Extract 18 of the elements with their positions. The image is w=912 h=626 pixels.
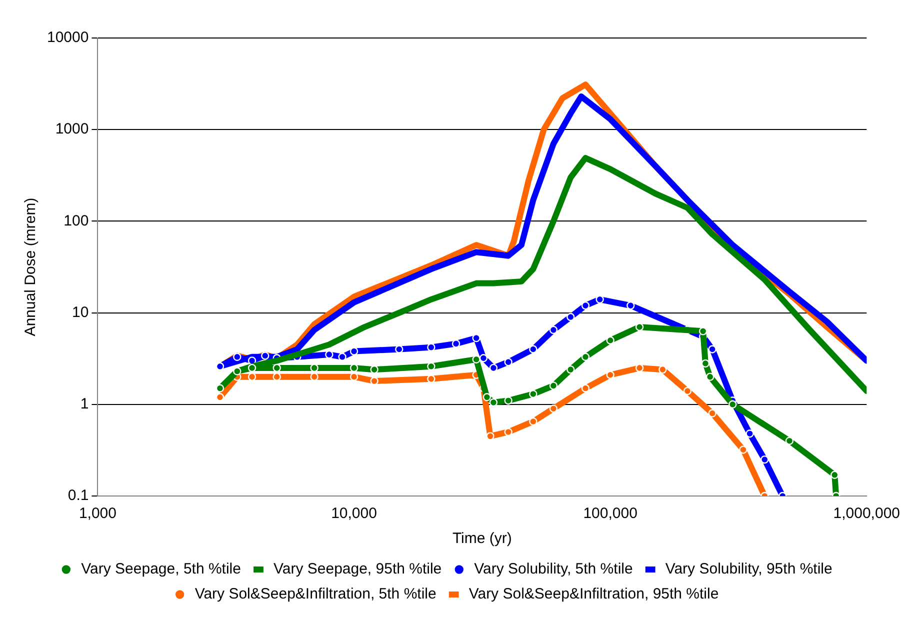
y-tick-label: 10000	[46, 29, 89, 46]
legend-label: Vary Solubility, 95th %tile	[665, 560, 832, 578]
legend-label: Vary Sol&Seep&Infiltration, 95th %tile	[468, 586, 719, 603]
x-tick-label: 1,000	[78, 505, 116, 522]
x-axis-title: Time (yr)	[452, 530, 512, 548]
legend-label: Vary Sol&Seep&Infiltration, 5th %tile	[194, 586, 436, 603]
x-tick-label: 1,000,000	[833, 505, 900, 522]
x-tick-label: 10,000	[331, 505, 377, 522]
y-axis-title: Annual Dose (mrem)	[22, 198, 40, 336]
y-tick-label: 100	[64, 212, 89, 230]
y-tick-label: 1	[80, 396, 89, 413]
y-tick-label: 1000	[55, 120, 89, 138]
legend-label: Vary Seepage, 95th %tile	[273, 560, 442, 578]
legend-label: Vary Solubility, 5th %tile	[474, 560, 633, 578]
x-tick-label: 100,000	[583, 505, 638, 522]
y-tick-label: 10	[72, 304, 89, 321]
y-tick-label: 0.1	[68, 487, 89, 504]
legend-label: Vary Seepage, 5th %tile	[81, 560, 241, 578]
